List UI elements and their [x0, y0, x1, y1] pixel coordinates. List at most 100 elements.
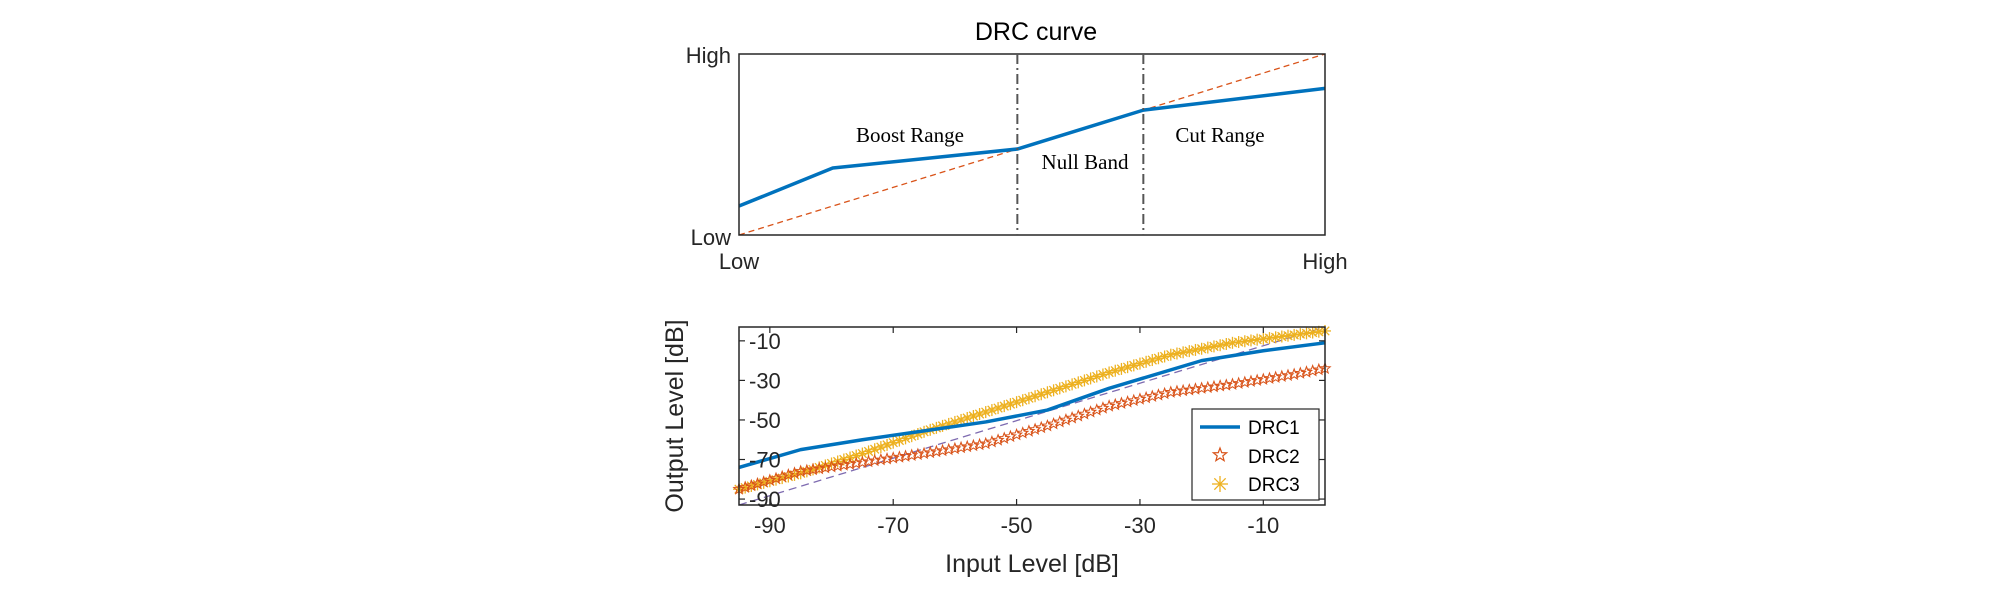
drc3-marker-stroke [1289, 330, 1299, 340]
drc3-marker-stroke [1227, 338, 1238, 348]
drc3-marker-stroke [1252, 334, 1262, 345]
legend-drc3-marker-stroke [1213, 477, 1227, 491]
top-reference-line [738, 53, 1326, 236]
drc2-marker [1003, 429, 1017, 443]
drc3-marker [1016, 394, 1029, 407]
top-y-tick-low: Low [691, 225, 731, 250]
drc3-marker [1281, 329, 1294, 342]
drc2-marker [738, 480, 752, 494]
x-axis-label: Input Level [dB] [945, 550, 1119, 578]
top-drc-curve [738, 86, 1326, 208]
drc3-marker-stroke [1215, 340, 1225, 350]
drc2-marker [1244, 374, 1258, 387]
drc3-marker-stroke [1221, 339, 1232, 349]
drc2-marker [1219, 378, 1233, 391]
drc2-marker [1256, 372, 1270, 386]
drc3-marker [1263, 332, 1276, 345]
drc3-marker-stroke [1073, 377, 1083, 388]
drc2-marker [806, 462, 820, 476]
drc2-marker [1287, 367, 1301, 381]
drc3-marker [1152, 352, 1165, 365]
drc2-marker [837, 458, 851, 471]
drc3-marker-stroke [987, 405, 997, 415]
drc3-marker-stroke [1277, 331, 1287, 342]
x-tick-label: -30 [1124, 513, 1156, 538]
y-tick-label: -90 [749, 487, 781, 512]
bottom-series-layer [732, 324, 1332, 506]
drc3-marker-stroke [1048, 385, 1059, 395]
drc2-marker [831, 459, 845, 472]
drc2-marker [1139, 390, 1153, 404]
drc2-marker [1114, 396, 1129, 409]
drc3-marker [874, 441, 887, 454]
drc2-marker [1158, 386, 1172, 400]
drc2-marker [1176, 383, 1190, 397]
drc3-marker-stroke [888, 437, 898, 448]
drc3-marker [850, 449, 863, 462]
drc2-marker [818, 460, 832, 474]
drc2-marker [898, 449, 913, 462]
drc3-marker-stroke [1166, 349, 1176, 360]
drc2-marker [1034, 420, 1048, 434]
drc3-marker [1035, 388, 1048, 401]
drc3-marker [1109, 364, 1122, 377]
drc3-marker-stroke [950, 417, 960, 427]
drc2-marker [824, 460, 839, 473]
drc3-marker-stroke [1190, 345, 1201, 355]
drc3-marker [868, 443, 881, 456]
drc2-marker [966, 438, 980, 452]
drc3-marker-stroke [1172, 348, 1182, 359]
drc2-marker [1275, 369, 1289, 383]
top-x-tick-low: Low [719, 249, 759, 274]
drc2-marker [787, 466, 802, 479]
drc2-marker [861, 454, 876, 468]
top-x-tick-high: High [1302, 249, 1347, 274]
drc3-marker-stroke [974, 409, 985, 419]
drc3-marker-stroke [968, 411, 979, 421]
drc2-marker [892, 450, 906, 463]
drc3-marker-stroke [1129, 360, 1139, 371]
drc2-marker [972, 437, 987, 451]
drc2-marker [929, 444, 943, 458]
cut-range-label: Cut Range [1175, 123, 1264, 147]
legend-drc3-label: DRC3 [1248, 475, 1300, 496]
drc3-marker [1257, 332, 1270, 345]
drc2-marker [1262, 371, 1277, 385]
drc3-marker [1300, 327, 1313, 340]
drc3-marker-stroke [999, 401, 1009, 411]
drc2-marker [1281, 368, 1295, 382]
drc2-marker [905, 448, 919, 461]
drc3-marker-stroke [870, 444, 880, 454]
drc2-marker [775, 469, 789, 483]
drc3-marker-stroke [863, 446, 874, 457]
legend: DRC1 DRC2 DRC3 [1191, 408, 1320, 501]
legend-drc3-marker [1212, 476, 1228, 492]
drc3-marker-stroke [1067, 379, 1077, 390]
drc3-marker-stroke [1301, 328, 1312, 339]
drc2-marker [1238, 375, 1252, 388]
drc3-marker-stroke [1104, 367, 1114, 378]
drc2-marker [794, 464, 808, 477]
drc2-marker [781, 468, 795, 481]
drc2-marker [1170, 384, 1184, 398]
drc2-marker [1269, 370, 1283, 384]
drc3-marker-stroke [1159, 351, 1170, 362]
drc2-marker [1121, 395, 1135, 408]
y-tick-label: -50 [749, 408, 781, 433]
drc2-marker [1127, 393, 1141, 407]
drc2-marker [979, 436, 993, 450]
drc2-marker [948, 441, 962, 455]
drc3-marker-stroke [1283, 330, 1293, 341]
drc3-marker-stroke [1153, 353, 1164, 363]
drc3-marker-stroke [1055, 383, 1065, 394]
drc3-marker-stroke [1005, 399, 1016, 409]
drc3-marker-stroke [857, 448, 868, 459]
drc3-marker [1115, 362, 1128, 375]
drc3-marker-stroke [1092, 371, 1102, 382]
x-tick-label: -90 [754, 513, 786, 538]
drc2-marker [750, 476, 765, 490]
drc3-marker-stroke [993, 403, 1003, 413]
drc1-line [738, 341, 1326, 470]
drc3-marker-stroke [962, 413, 972, 423]
legend-drc2-marker [1211, 446, 1229, 463]
